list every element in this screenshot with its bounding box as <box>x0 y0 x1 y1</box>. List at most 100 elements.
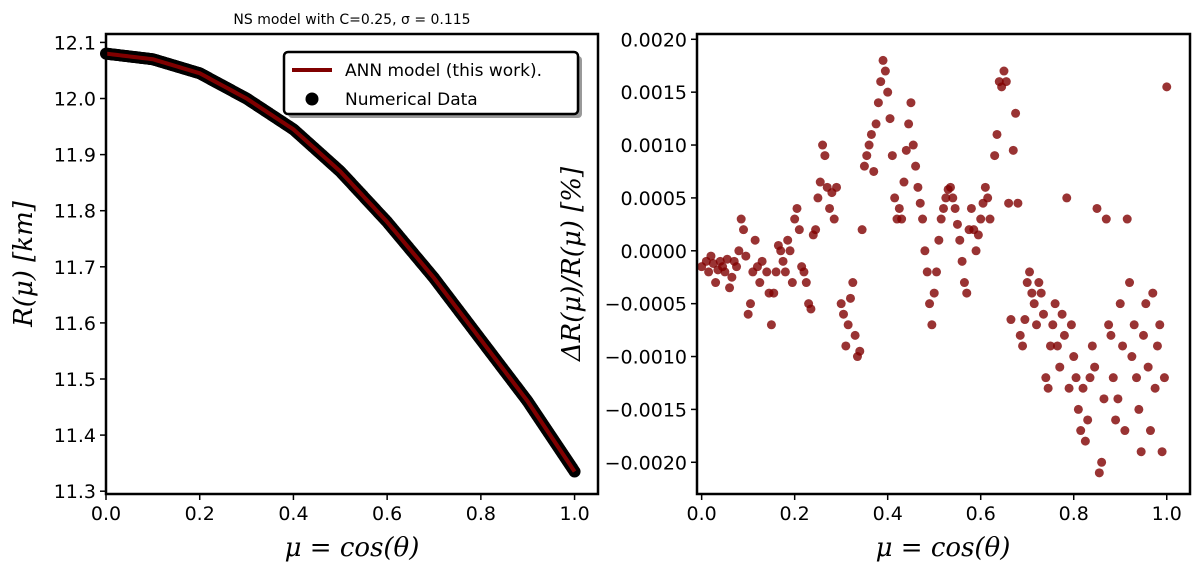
residual-point <box>736 214 746 224</box>
residual-point <box>1125 278 1135 288</box>
residual-point <box>762 267 772 277</box>
residual-point <box>1094 468 1104 478</box>
residual-point <box>1038 309 1048 319</box>
residual-point <box>734 246 744 256</box>
residual-point <box>866 129 876 139</box>
residual-point <box>1155 320 1165 330</box>
residual-point <box>1064 383 1074 393</box>
residual-point <box>1083 415 1093 425</box>
residual-point <box>871 119 881 129</box>
residual-point <box>1034 278 1044 288</box>
residual-point <box>1020 315 1030 325</box>
residual-point <box>918 214 928 224</box>
residual-point <box>778 256 788 266</box>
residual-point <box>704 267 714 277</box>
left-x-tick-label: 1.0 <box>559 503 589 525</box>
residual-point <box>880 66 890 76</box>
residual-point <box>948 193 958 203</box>
residual-point <box>1113 394 1123 404</box>
residual-point <box>1118 341 1128 351</box>
residual-point <box>750 235 760 245</box>
residual-point <box>1090 362 1100 372</box>
residual-point <box>755 278 765 288</box>
residual-point <box>1029 299 1039 309</box>
residual-point <box>927 320 937 330</box>
residual-point <box>1143 362 1153 372</box>
residual-point <box>1052 341 1062 351</box>
residual-point <box>1141 299 1151 309</box>
residual-point <box>883 87 893 97</box>
residual-point <box>966 203 976 213</box>
residual-point <box>845 293 855 303</box>
left-x-tick-label: 0.0 <box>91 503 121 525</box>
residual-point <box>1059 330 1069 340</box>
residual-point <box>741 251 751 261</box>
residual-point <box>959 278 969 288</box>
residual-point <box>811 225 821 235</box>
left-chart: NS model with C=0.25, σ = 0.115 0.0 0.2 0.… <box>9 12 600 563</box>
residual-point <box>711 278 721 288</box>
residual-point <box>862 151 872 161</box>
residual-point <box>1150 383 1160 393</box>
residual-point <box>1092 203 1102 213</box>
right-y-tick-label: −0.0020 <box>605 452 687 474</box>
residual-point <box>799 267 809 277</box>
residual-point <box>1004 198 1014 208</box>
residual-point <box>1022 278 1032 288</box>
residual-point <box>1076 426 1086 436</box>
residual-point <box>792 203 802 213</box>
left-y-tick-label: 12.0 <box>54 89 96 111</box>
residual-point <box>850 330 860 340</box>
residual-point <box>855 346 865 356</box>
left-legend: ANN model (this work). Numerical Data <box>282 50 582 118</box>
residual-point <box>732 262 742 272</box>
residual-point <box>757 256 767 266</box>
residual-point <box>1011 108 1021 118</box>
residual-point <box>813 193 823 203</box>
residual-point <box>776 246 786 256</box>
residual-point <box>911 161 921 171</box>
left-y-tick-label: 12.1 <box>54 32 96 54</box>
residual-point <box>1013 198 1023 208</box>
residual-point <box>1080 436 1090 446</box>
residual-point <box>885 114 895 124</box>
residual-point <box>897 214 907 224</box>
residual-point <box>932 267 942 277</box>
residual-point <box>1162 82 1172 92</box>
residual-point <box>936 214 946 224</box>
residual-point <box>1132 373 1142 383</box>
left-y-tick-label: 11.4 <box>54 425 96 447</box>
residual-point <box>1097 457 1107 467</box>
left-axes-frame <box>104 32 600 496</box>
residual-point <box>848 278 858 288</box>
residual-point <box>1027 288 1037 298</box>
residual-point <box>857 225 867 235</box>
residual-point <box>720 267 730 277</box>
legend-label-ann: ANN model (this work). <box>345 61 542 81</box>
legend-box <box>282 50 580 116</box>
residual-point <box>727 272 737 282</box>
residual-point <box>783 235 793 245</box>
right-x-tick-label: 0.0 <box>687 503 717 525</box>
residual-point <box>825 203 835 213</box>
residual-point <box>939 203 948 213</box>
left-y-tick-label: 11.9 <box>54 145 96 167</box>
residual-point <box>766 320 776 330</box>
left-y-tick-label: 11.8 <box>54 201 96 223</box>
residual-point <box>1136 447 1146 457</box>
right-y-tick-label: −0.0015 <box>605 399 687 421</box>
residual-point <box>980 182 990 192</box>
residual-point <box>785 246 795 256</box>
residual-point <box>1157 447 1167 457</box>
residual-point <box>818 140 828 150</box>
residual-point <box>706 251 716 261</box>
right-y-tick-label: 0.0010 <box>621 135 687 157</box>
residual-point <box>904 119 914 129</box>
residual-point <box>983 193 993 203</box>
residual-point <box>1104 320 1114 330</box>
residual-point <box>950 203 960 213</box>
residual-point <box>925 299 935 309</box>
residual-point <box>1120 426 1130 436</box>
residual-point <box>829 214 839 224</box>
